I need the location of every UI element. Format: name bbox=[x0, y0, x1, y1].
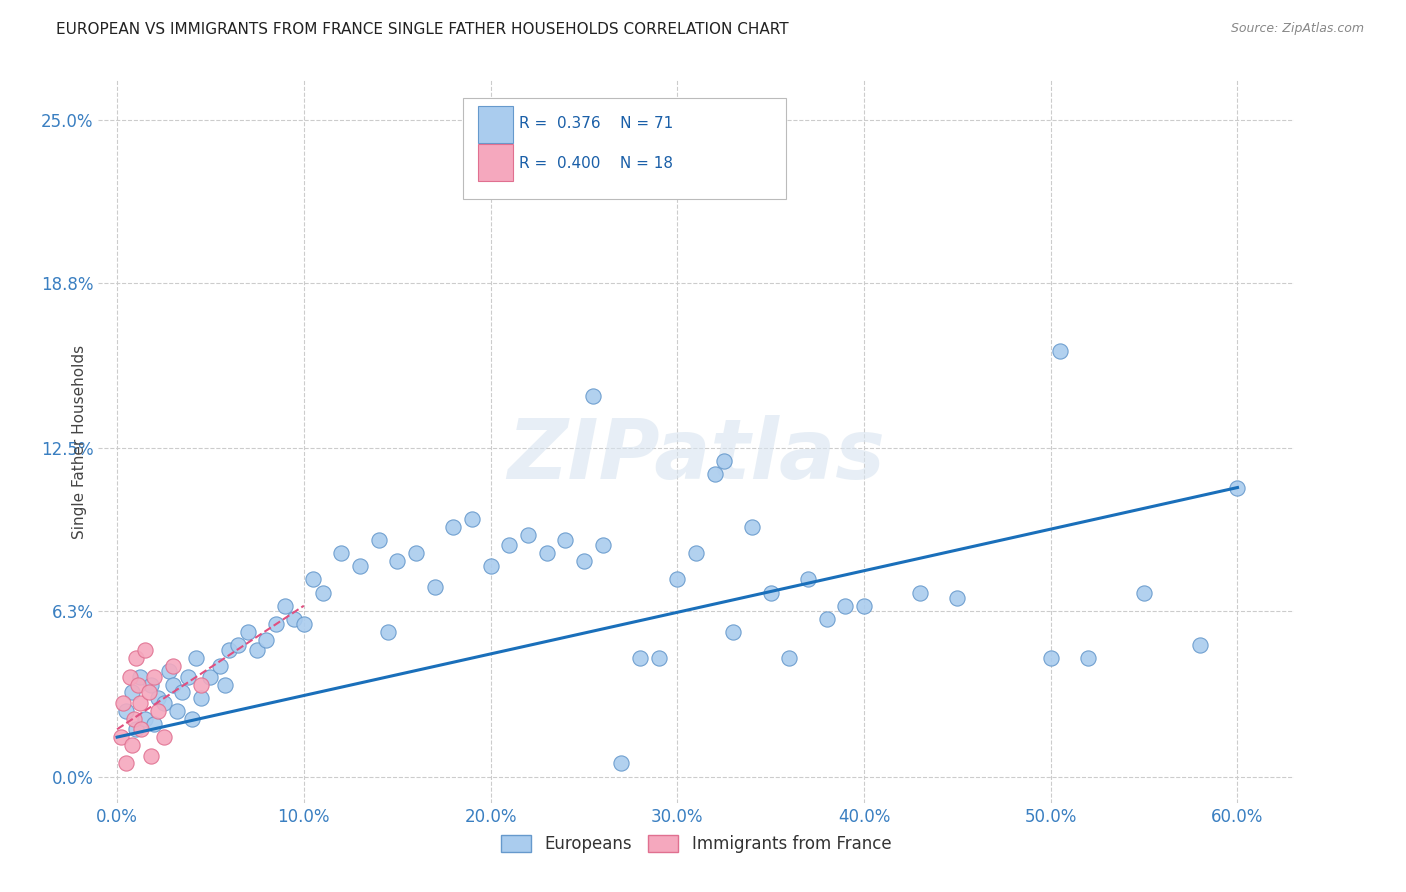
Point bbox=[128, 670, 150, 684]
Point bbox=[498, 538, 520, 552]
Point bbox=[246, 643, 269, 657]
Point bbox=[778, 651, 800, 665]
Point bbox=[479, 559, 502, 574]
Point bbox=[122, 712, 145, 726]
Point bbox=[628, 651, 651, 665]
Point bbox=[666, 573, 689, 587]
Point bbox=[162, 659, 184, 673]
Point bbox=[177, 670, 200, 684]
Point bbox=[405, 546, 427, 560]
Point bbox=[190, 690, 212, 705]
Point bbox=[110, 730, 132, 744]
FancyBboxPatch shape bbox=[478, 105, 513, 143]
Point bbox=[208, 659, 231, 673]
Point bbox=[572, 554, 595, 568]
Point bbox=[274, 599, 297, 613]
Point bbox=[302, 573, 325, 587]
Point bbox=[172, 685, 194, 699]
Point bbox=[256, 632, 278, 647]
Point bbox=[723, 625, 745, 640]
Point bbox=[214, 677, 236, 691]
Point bbox=[1189, 638, 1212, 652]
Point bbox=[139, 677, 162, 691]
Text: R =  0.376    N = 71: R = 0.376 N = 71 bbox=[519, 116, 673, 131]
Point bbox=[143, 717, 166, 731]
Point bbox=[461, 512, 484, 526]
Point bbox=[592, 538, 614, 552]
Point bbox=[131, 723, 153, 737]
Point bbox=[236, 625, 259, 640]
FancyBboxPatch shape bbox=[478, 144, 513, 181]
Point bbox=[134, 643, 156, 657]
Point bbox=[554, 533, 576, 547]
Y-axis label: Single Father Households: Single Father Households bbox=[72, 344, 87, 539]
Point bbox=[125, 723, 148, 737]
Point bbox=[713, 454, 735, 468]
Point bbox=[610, 756, 633, 771]
Point bbox=[143, 670, 166, 684]
Point bbox=[166, 704, 188, 718]
Point bbox=[148, 704, 170, 718]
Point bbox=[115, 704, 138, 718]
Point bbox=[1039, 651, 1062, 665]
Point bbox=[759, 585, 782, 599]
Point bbox=[125, 651, 148, 665]
Point bbox=[111, 696, 134, 710]
Point bbox=[127, 677, 149, 691]
Point bbox=[162, 677, 184, 691]
Point bbox=[834, 599, 856, 613]
Point bbox=[121, 685, 143, 699]
Text: R =  0.400    N = 18: R = 0.400 N = 18 bbox=[519, 156, 673, 171]
Point bbox=[703, 467, 725, 482]
Text: ZIPatlas: ZIPatlas bbox=[508, 416, 884, 497]
Point bbox=[228, 638, 250, 652]
Point bbox=[946, 591, 969, 605]
Point bbox=[152, 730, 174, 744]
Point bbox=[190, 677, 212, 691]
Point bbox=[152, 696, 174, 710]
Point bbox=[120, 670, 142, 684]
Legend: Europeans, Immigrants from France: Europeans, Immigrants from France bbox=[494, 828, 898, 860]
Point bbox=[516, 528, 538, 542]
Point bbox=[536, 546, 558, 560]
Point bbox=[377, 625, 399, 640]
Point bbox=[138, 685, 160, 699]
Point bbox=[311, 585, 333, 599]
Point bbox=[1226, 481, 1249, 495]
Point bbox=[1077, 651, 1099, 665]
FancyBboxPatch shape bbox=[463, 98, 786, 200]
Point bbox=[134, 712, 156, 726]
Point bbox=[184, 651, 207, 665]
Point bbox=[180, 712, 202, 726]
Point bbox=[441, 520, 464, 534]
Point bbox=[128, 696, 150, 710]
Point bbox=[283, 612, 305, 626]
Point bbox=[200, 670, 222, 684]
Point bbox=[908, 585, 931, 599]
Point bbox=[582, 388, 605, 402]
Point bbox=[148, 690, 170, 705]
Point bbox=[218, 643, 240, 657]
Point bbox=[797, 573, 820, 587]
Point bbox=[741, 520, 763, 534]
Point bbox=[367, 533, 389, 547]
Point bbox=[423, 580, 446, 594]
Point bbox=[853, 599, 876, 613]
Point bbox=[1049, 343, 1071, 358]
Point bbox=[349, 559, 371, 574]
Point bbox=[115, 756, 138, 771]
Point bbox=[685, 546, 707, 560]
Point bbox=[292, 617, 315, 632]
Point bbox=[330, 546, 353, 560]
Text: Source: ZipAtlas.com: Source: ZipAtlas.com bbox=[1230, 22, 1364, 36]
Point bbox=[139, 748, 162, 763]
Point bbox=[1133, 585, 1156, 599]
Point bbox=[264, 617, 287, 632]
Point bbox=[121, 738, 143, 752]
Point bbox=[815, 612, 838, 626]
Point bbox=[647, 651, 669, 665]
Text: EUROPEAN VS IMMIGRANTS FROM FRANCE SINGLE FATHER HOUSEHOLDS CORRELATION CHART: EUROPEAN VS IMMIGRANTS FROM FRANCE SINGL… bbox=[56, 22, 789, 37]
Point bbox=[157, 665, 180, 679]
Point bbox=[385, 554, 409, 568]
